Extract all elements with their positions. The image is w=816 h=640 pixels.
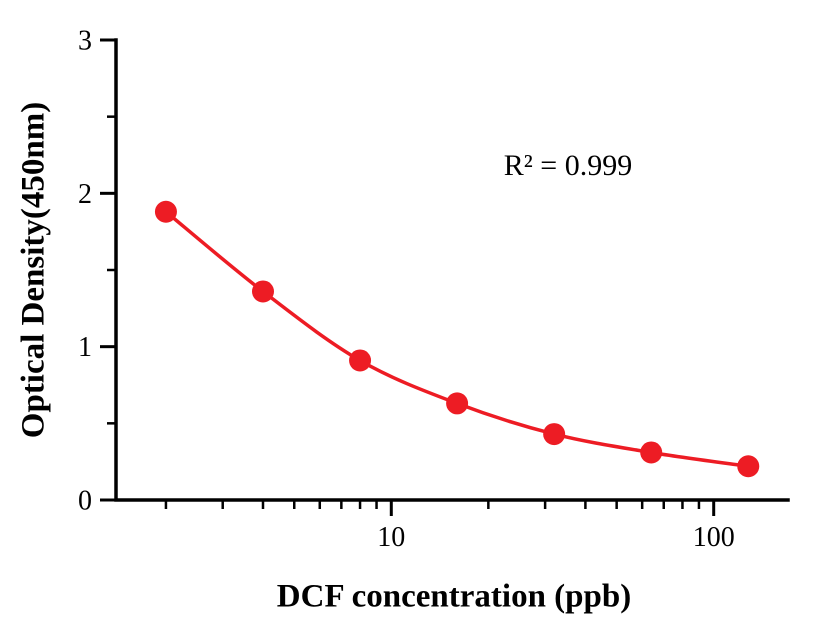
y-tick-label: 0 [78,486,92,517]
y-tick-label: 3 [78,26,92,57]
data-point [251,280,274,303]
data-point [543,423,566,446]
data-point [154,200,177,223]
data-points [154,200,760,478]
x-axis-title: DCF concentration (ppb) [276,578,632,615]
fit-curve [164,210,749,468]
x-tick-label: 10 [377,522,405,553]
data-point [737,455,760,478]
r-squared-annotation: R² = 0.999 [503,149,633,182]
y-tick-label: 1 [78,332,92,363]
x-tick-label: 100 [693,522,735,553]
data-point [349,349,372,372]
axes-spines [114,38,790,502]
y-tick-label: 2 [78,179,92,210]
data-point [446,392,469,415]
data-point [640,441,663,464]
y-axis-title: Optical Density(450nm) [15,101,52,439]
axis-ticks: 0 1 2 3 10 100 [78,26,735,553]
